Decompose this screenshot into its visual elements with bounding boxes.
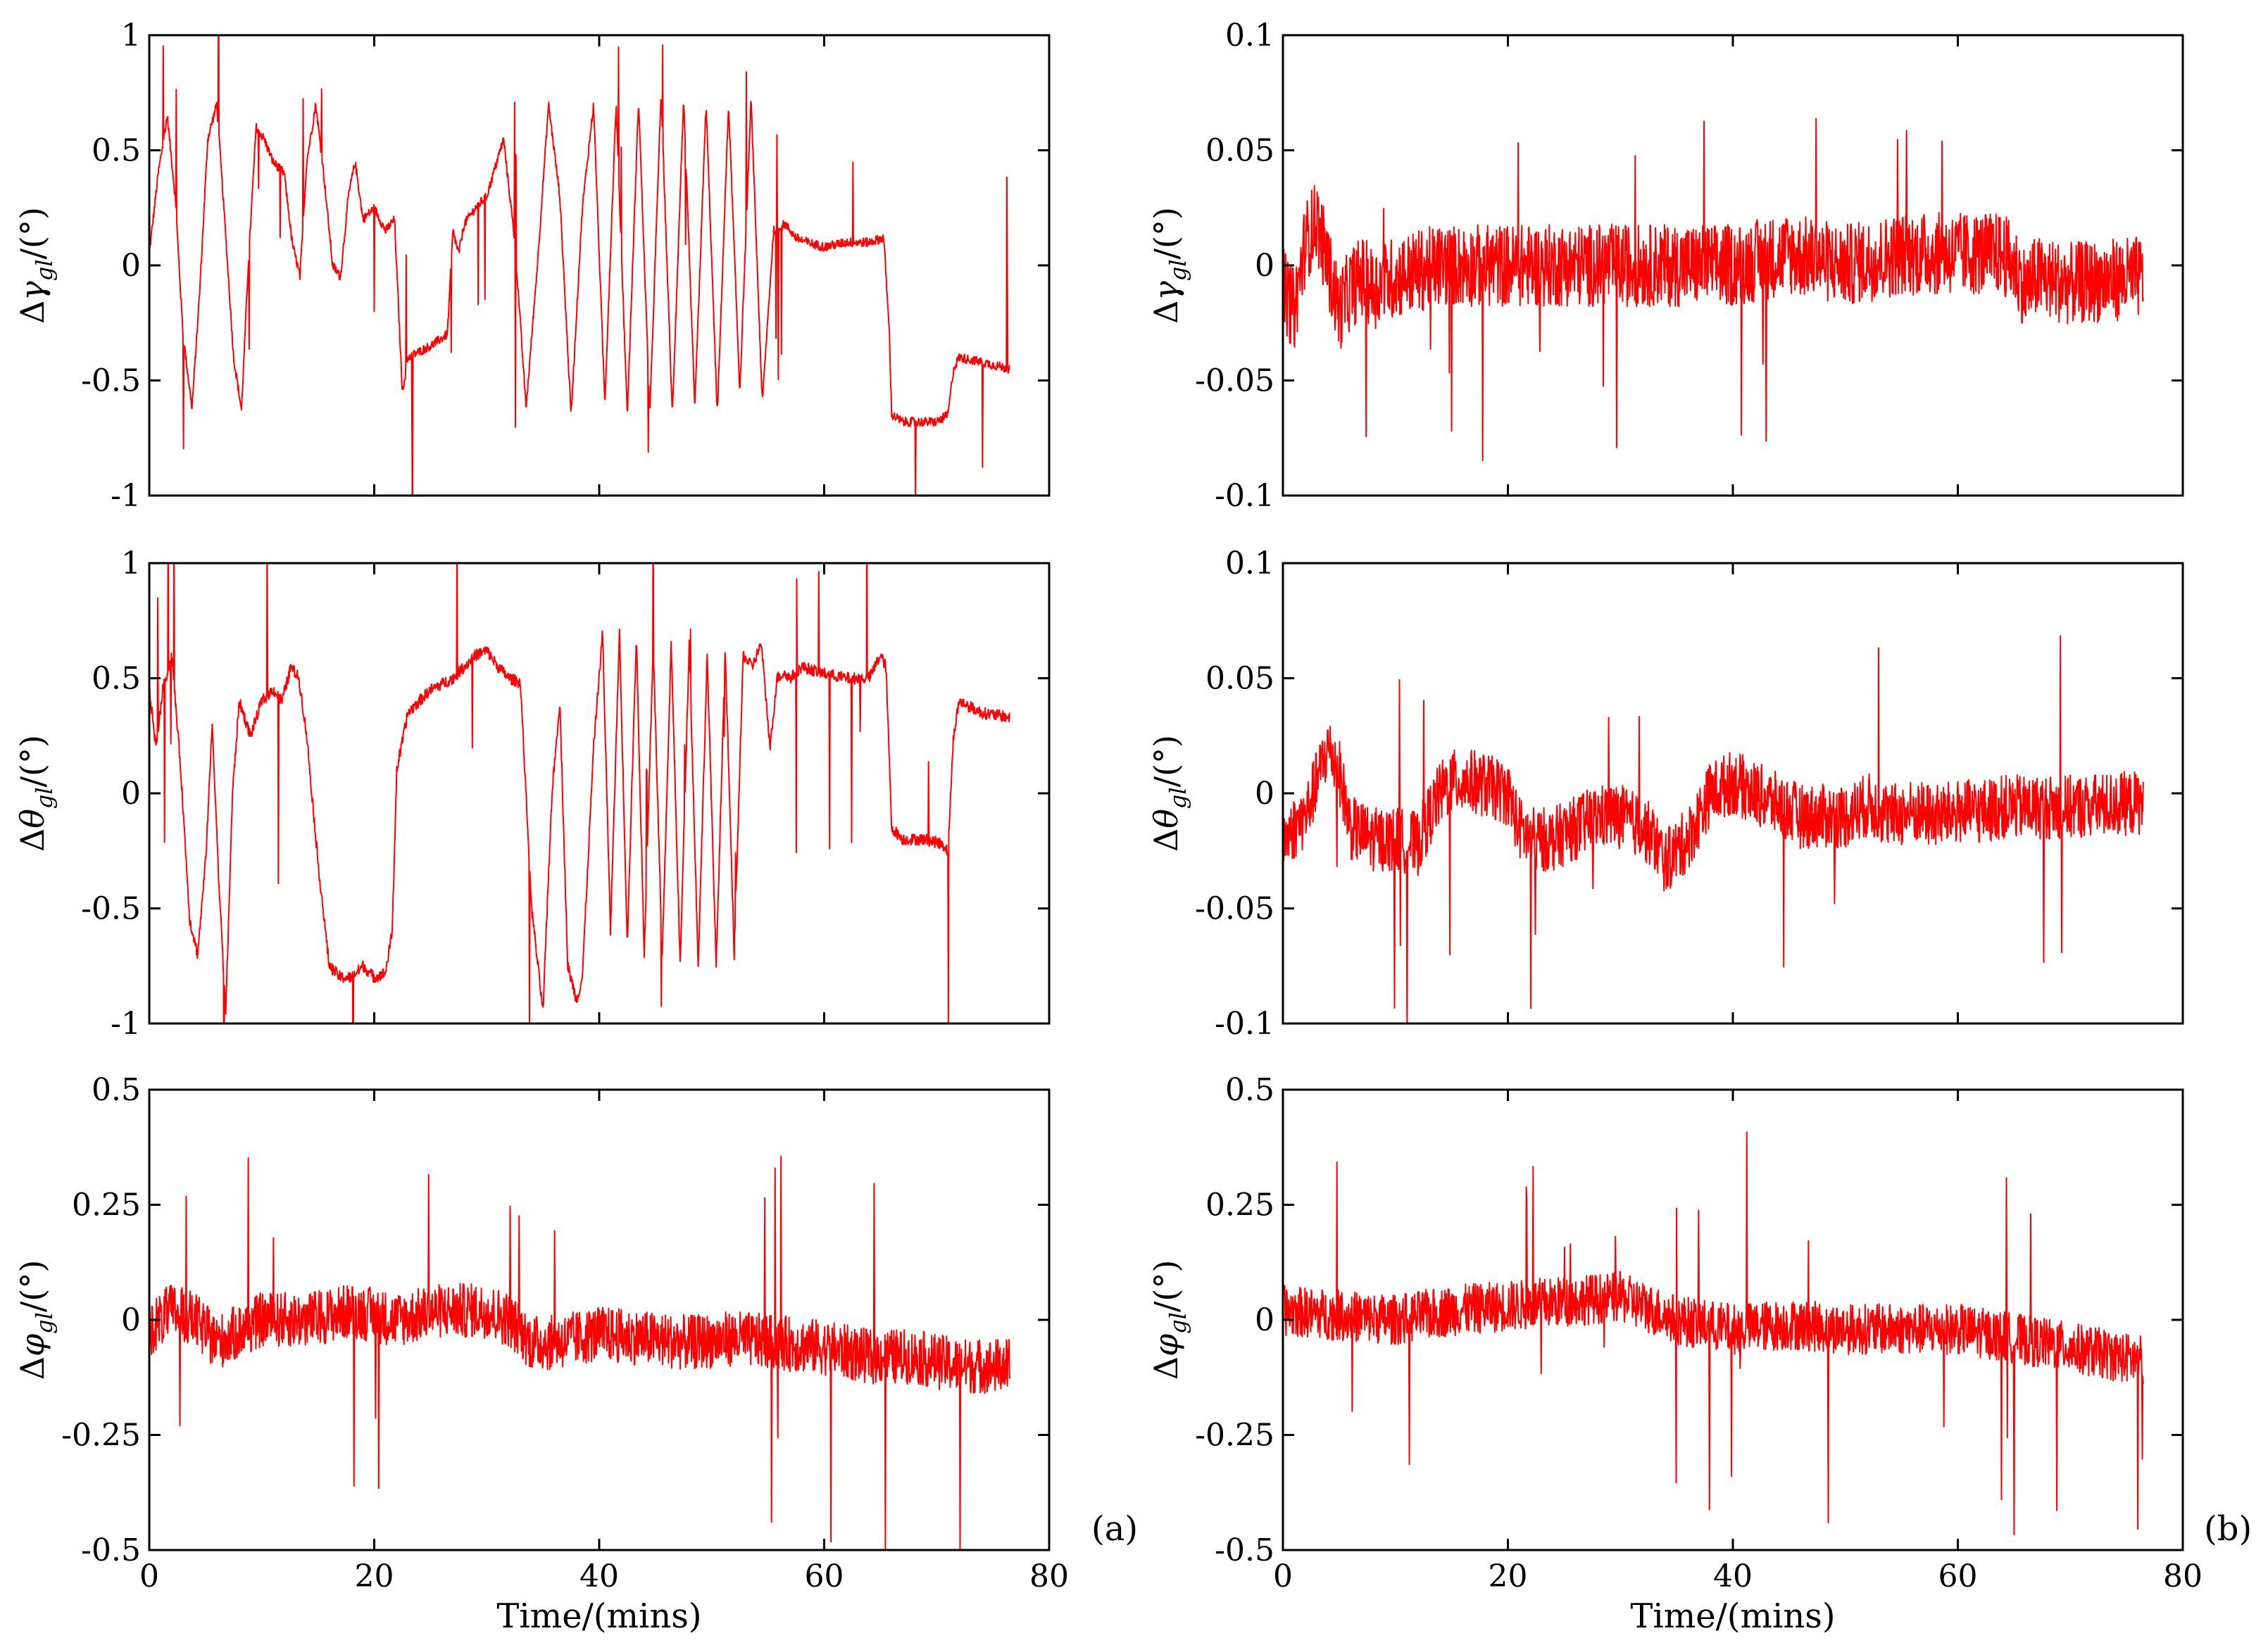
y-tick-label: -1 bbox=[111, 1006, 141, 1042]
subplot-b-3: 0 20 40 60 80 -0.5 -0.25 0 0.25 0.5 Δφgl/(°) Time/(… bbox=[1147, 1072, 2203, 1636]
y-axis-label: Δφgl/(°) bbox=[13, 1260, 58, 1380]
y-axis-label: Δθgl/(°) bbox=[1147, 735, 1191, 852]
y-tick-label: 0.5 bbox=[1225, 1072, 1274, 1108]
x-tick-label: 0 bbox=[1273, 1558, 1293, 1594]
y-tick-label: -0.5 bbox=[1215, 1532, 1274, 1568]
y-tick-label: -0.05 bbox=[1195, 891, 1274, 927]
y-axis-label-symbol: θ bbox=[1147, 809, 1185, 829]
y-axis-label-subscript: gl bbox=[1165, 259, 1191, 281]
y-tick-label: 1 bbox=[121, 18, 141, 53]
y-tick-label: 0 bbox=[1255, 248, 1274, 284]
y-tick-label: 0.25 bbox=[1205, 1188, 1274, 1223]
y-tick-label: -0.1 bbox=[1215, 478, 1274, 514]
data-series-trace bbox=[1283, 1131, 2144, 1536]
y-tick-label: 0.5 bbox=[92, 661, 141, 697]
y-tick-label: 1 bbox=[121, 546, 141, 581]
y-axis-label-unit: /(°) bbox=[13, 1260, 51, 1312]
y-axis-label-subscript: gl bbox=[31, 787, 58, 809]
y-axis-label-delta: Δ bbox=[1147, 1356, 1185, 1380]
y-axis-label-subscript: gl bbox=[31, 1312, 58, 1334]
y-axis-label-unit: /(°) bbox=[1147, 207, 1185, 259]
x-axis-label: Time/(mins) bbox=[1630, 1597, 1835, 1636]
y-axis-label-delta: Δ bbox=[13, 829, 51, 852]
y-tick-label: 0.05 bbox=[1205, 133, 1274, 169]
plot-frame bbox=[148, 562, 1051, 1025]
y-axis-label-delta: Δ bbox=[13, 301, 51, 324]
y-axis-label: Δγgl/(°) bbox=[1147, 207, 1191, 324]
x-tick-label: 20 bbox=[1489, 1558, 1528, 1594]
data-series-trace bbox=[149, 563, 1010, 1024]
x-tick-label: 60 bbox=[805, 1558, 844, 1594]
y-tick-label: -0.5 bbox=[81, 891, 141, 927]
y-tick-label: -1 bbox=[111, 478, 141, 514]
y-tick-label: 0.05 bbox=[1205, 661, 1274, 697]
x-tick-label: 80 bbox=[1029, 1558, 1069, 1594]
y-axis-label: Δθgl/(°) bbox=[13, 735, 58, 852]
y-axis-label-subscript: gl bbox=[31, 259, 58, 281]
subplot-a-2: -1 -0.5 0 0.5 1 Δθgl/(°) bbox=[13, 546, 1051, 1042]
y-tick-label: 0.5 bbox=[92, 1072, 141, 1108]
y-tick-label: 0 bbox=[1255, 776, 1274, 812]
subplot-a-1: -1 -0.5 0 0.5 1 Δγgl/(°) bbox=[13, 18, 1051, 514]
x-tick-label: 80 bbox=[2163, 1558, 2203, 1594]
y-tick-label: -0.05 bbox=[1195, 363, 1274, 399]
y-tick-label: 0 bbox=[1255, 1302, 1274, 1338]
y-tick-label: 0.1 bbox=[1225, 18, 1274, 53]
data-series-trace bbox=[149, 35, 1010, 496]
x-tick-label: 60 bbox=[1938, 1558, 1978, 1594]
y-tick-label: 0.1 bbox=[1225, 546, 1274, 581]
panel-label-a: (a) bbox=[1091, 1509, 1138, 1549]
y-axis-label-symbol: θ bbox=[13, 809, 51, 829]
y-tick-label: 0 bbox=[121, 776, 141, 812]
y-axis-label-subscript: gl bbox=[1165, 1312, 1191, 1334]
y-axis-label: Δφgl/(°) bbox=[1147, 1260, 1191, 1380]
subplot-b-2: -0.1 -0.05 0 0.05 0.1 Δθgl/(°) bbox=[1147, 546, 2184, 1042]
subplot-b-1: -0.1 -0.05 0 0.05 0.1 Δγgl/(°) bbox=[1147, 18, 2184, 514]
y-axis-label: Δγgl/(°) bbox=[13, 207, 58, 324]
y-axis-label-unit: /(°) bbox=[13, 207, 51, 259]
y-tick-label: -0.5 bbox=[81, 363, 141, 399]
y-axis-label-delta: Δ bbox=[1147, 301, 1185, 324]
x-axis-label: Time/(mins) bbox=[496, 1597, 701, 1636]
y-axis-label-symbol: φ bbox=[13, 1333, 51, 1356]
y-axis-label-unit: /(°) bbox=[1147, 735, 1185, 787]
panel-label-b: (b) bbox=[2204, 1509, 2252, 1549]
y-tick-label: 0 bbox=[121, 1302, 141, 1338]
subplot-a-3: 0 20 40 60 80 -0.5 -0.25 0 0.25 0.5 Δφgl/(°) Time/(… bbox=[13, 1072, 1069, 1636]
y-tick-label: -0.25 bbox=[1195, 1418, 1274, 1454]
x-tick-label: 40 bbox=[579, 1558, 619, 1594]
y-axis-label-delta: Δ bbox=[13, 1356, 51, 1380]
y-tick-label: -0.25 bbox=[61, 1418, 141, 1454]
data-series-trace bbox=[149, 1155, 1010, 1550]
x-tick-label: 40 bbox=[1713, 1558, 1753, 1594]
y-axis-label-subscript: gl bbox=[1165, 787, 1191, 809]
data-series-trace bbox=[1283, 635, 2144, 1024]
y-axis-label-unit: /(°) bbox=[1147, 1260, 1185, 1312]
data-series-trace bbox=[1283, 118, 2144, 462]
y-tick-label: -0.1 bbox=[1215, 1006, 1274, 1042]
y-axis-label-delta: Δ bbox=[1147, 829, 1185, 852]
y-axis-label-unit: /(°) bbox=[13, 735, 51, 787]
y-tick-label: 0.5 bbox=[92, 133, 141, 169]
y-axis-label-symbol: γ bbox=[13, 281, 51, 301]
y-tick-label: 0.25 bbox=[72, 1188, 141, 1223]
x-tick-label: 20 bbox=[355, 1558, 394, 1594]
y-axis-label-symbol: γ bbox=[1147, 281, 1185, 301]
y-tick-label: -0.5 bbox=[81, 1532, 141, 1568]
x-tick-label: 0 bbox=[139, 1558, 159, 1594]
y-tick-label: 0 bbox=[121, 248, 141, 284]
y-axis-label-symbol: φ bbox=[1147, 1333, 1185, 1356]
